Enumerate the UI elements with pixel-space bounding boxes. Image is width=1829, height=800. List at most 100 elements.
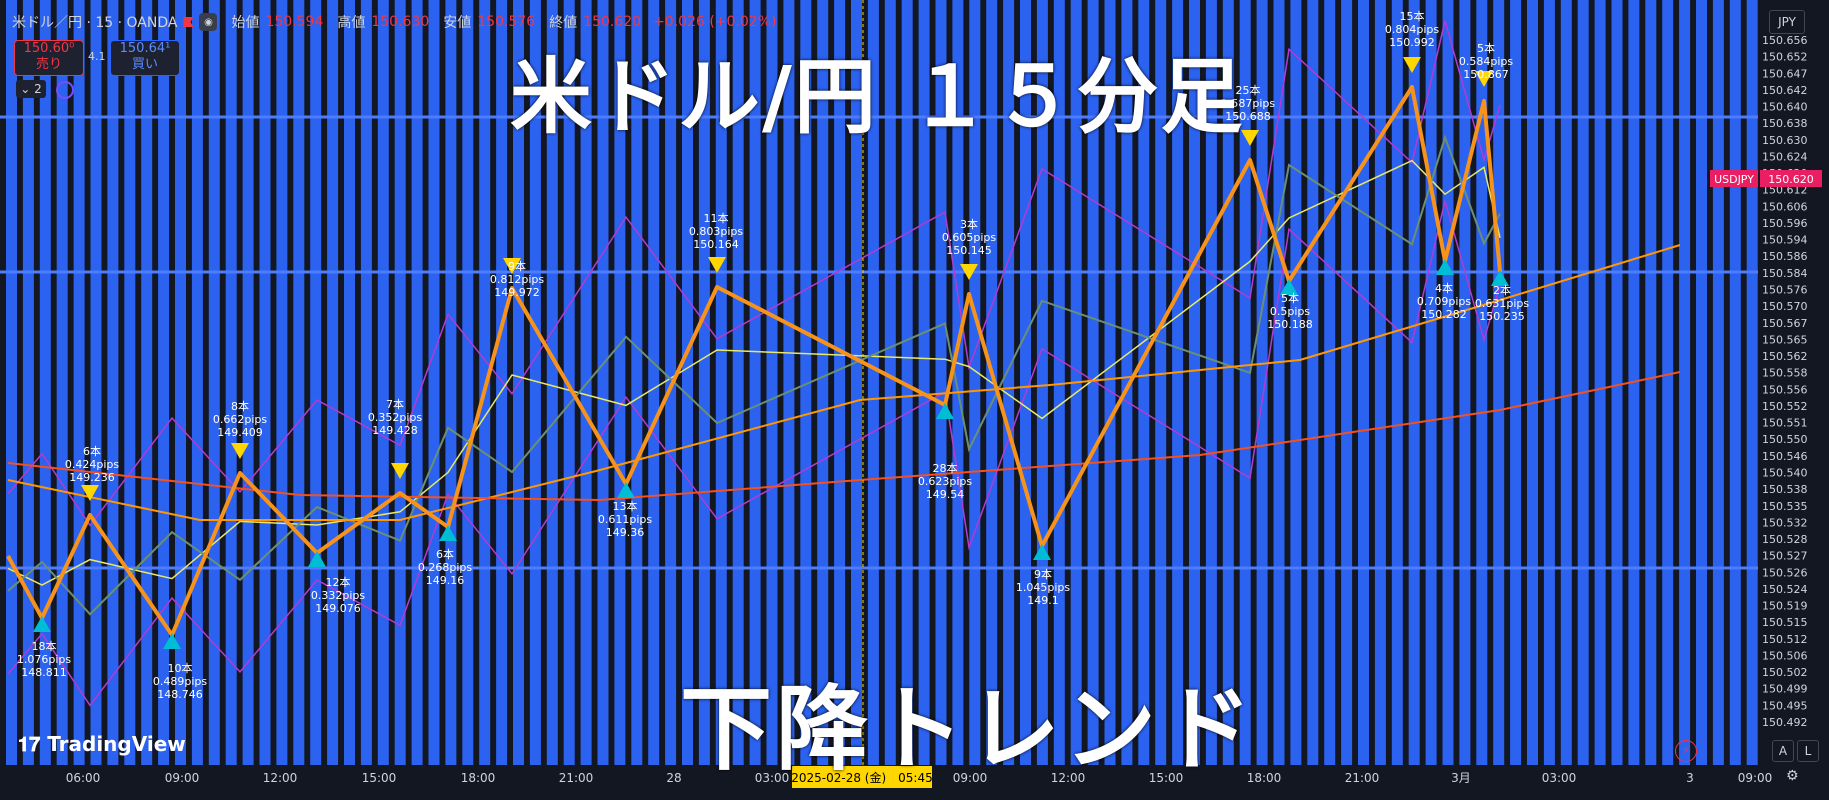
up-marker (163, 633, 181, 649)
time-tick: 3月 (1451, 771, 1471, 785)
stripe (259, 0, 271, 765)
up-marker (33, 616, 51, 632)
stripe (1493, 0, 1505, 765)
sell-button[interactable]: 150.60⁰ 売り (14, 40, 84, 76)
swing-label: 148.811 (21, 666, 67, 679)
stripe (1290, 0, 1302, 765)
lightning-icon[interactable]: ⚡ (1675, 740, 1697, 762)
stripe (648, 0, 660, 765)
swing-label: 9本 (1034, 567, 1052, 581)
stripe (1594, 0, 1606, 765)
swing-label: 5本 (1281, 291, 1299, 305)
stripe (766, 0, 778, 765)
price-tick: 150.596 (1762, 217, 1808, 230)
stripe (1138, 0, 1150, 765)
down-marker (391, 463, 409, 479)
stripe (1459, 0, 1471, 765)
swing-label: 0.662pips (213, 413, 268, 426)
symbol-title[interactable]: 米ドル／円 · 15 · OANDA (12, 15, 178, 31)
price-tick: 150.550 (1762, 433, 1808, 446)
price-tick: 150.532 (1762, 516, 1808, 529)
swing-label: 0.631pips (1475, 297, 1530, 310)
zigzag-line (6, 85, 1502, 637)
time-tick: 09:00 (165, 771, 200, 785)
price-tick: 150.642 (1762, 84, 1808, 97)
log-scale-button[interactable]: L (1797, 740, 1819, 762)
auto-scale-button[interactable]: A (1772, 740, 1794, 762)
crosshair-time-bg (792, 766, 932, 788)
stripe (124, 0, 136, 765)
stripe (158, 0, 170, 765)
time-tick: 03:00 (1542, 771, 1577, 785)
stripe (698, 0, 710, 765)
swing-label: 12本 (326, 575, 351, 589)
swing-label: 6本 (83, 444, 101, 458)
ma-short (7, 159, 1501, 586)
time-tick: 12:00 (263, 771, 298, 785)
stripe (1121, 0, 1133, 765)
open-value: 150.594 (265, 14, 324, 30)
indicator-toggle[interactable]: ⌄ 2 (16, 80, 46, 98)
price-tick: 150.495 (1762, 699, 1808, 712)
swing-label: 2本 (1493, 283, 1511, 297)
stripe (935, 0, 947, 765)
stripe (1239, 0, 1251, 765)
time-axis-ticks: 06:00 09:00 12:00 15:00 18:00 21:00 28 03:00 09:… (66, 771, 1773, 785)
close-label: 終値 (549, 15, 578, 31)
price-tick: 150.584 (1762, 267, 1808, 280)
stripe (1222, 0, 1234, 765)
swing-label: 0.352pips (368, 411, 423, 424)
stripe (732, 0, 744, 765)
time-tick: 15:00 (1149, 771, 1184, 785)
stripe (1577, 0, 1589, 765)
price-tick: 150.492 (1762, 716, 1808, 729)
symbol-tag-bg (1710, 170, 1758, 187)
price-tick: 150.528 (1762, 533, 1808, 546)
price-tick: 150.499 (1762, 683, 1808, 696)
swing-label: 6本 (436, 547, 454, 561)
down-marker (1475, 71, 1493, 87)
spread-value: 4.1 (88, 50, 106, 63)
swing-label: 13本 (613, 499, 638, 513)
price-tick: 150.624 (1762, 150, 1808, 163)
logo-icon: 𝟏𝟕 (18, 732, 48, 756)
swing-label: 149.1 (1027, 594, 1059, 607)
swing-label: 1.076pips (17, 653, 72, 666)
stripe (22, 0, 34, 765)
price-tick: 150.640 (1762, 101, 1808, 114)
swing-label: 149.428 (372, 424, 418, 437)
up-marker (1033, 544, 1051, 560)
time-tick: 21:00 (559, 771, 594, 785)
price-axis[interactable] (1758, 0, 1829, 765)
stripe (276, 0, 288, 765)
stripe (969, 0, 981, 765)
chart-header: 米ドル／円 · 15 · OANDA ◉ 始値 150.594 高値 150.630… (0, 0, 776, 44)
flag-icon[interactable] (183, 17, 194, 27)
swing-label: 150.282 (1421, 308, 1467, 321)
stripe (1358, 0, 1369, 765)
currency-button[interactable]: JPY (1769, 10, 1805, 34)
stripe (614, 0, 626, 765)
swing-label: 149.236 (69, 471, 115, 484)
stripe (462, 0, 474, 765)
up-marker (617, 482, 635, 498)
swing-label: 0.611pips (598, 513, 653, 526)
swing-label: 149.076 (315, 602, 361, 615)
buy-button[interactable]: 150.64¹ 買い (110, 40, 180, 76)
tradingview-logo[interactable]: 𝟏𝟕 TradingView (18, 732, 186, 756)
last-price-tag: 150.620 (1768, 173, 1814, 186)
time-tick: 12:00 (1051, 771, 1086, 785)
time-tick: 03:00 (755, 771, 790, 785)
time-tick: 3 (1686, 771, 1694, 785)
indicator-circle-icon[interactable] (56, 81, 74, 99)
swing-label: 8本 (231, 399, 249, 413)
stripe (73, 0, 85, 765)
overlay-title: 米ドル/円 １５分足 (510, 50, 1245, 145)
eye-icon[interactable]: ◉ (199, 13, 218, 31)
price-tick: 150.565 (1762, 333, 1808, 346)
change-value: +0.026 (+0.02%) (653, 14, 777, 30)
stripe (817, 0, 829, 765)
swing-label: 3本 (960, 217, 978, 231)
gear-icon[interactable]: ⚙ (1786, 768, 1799, 784)
